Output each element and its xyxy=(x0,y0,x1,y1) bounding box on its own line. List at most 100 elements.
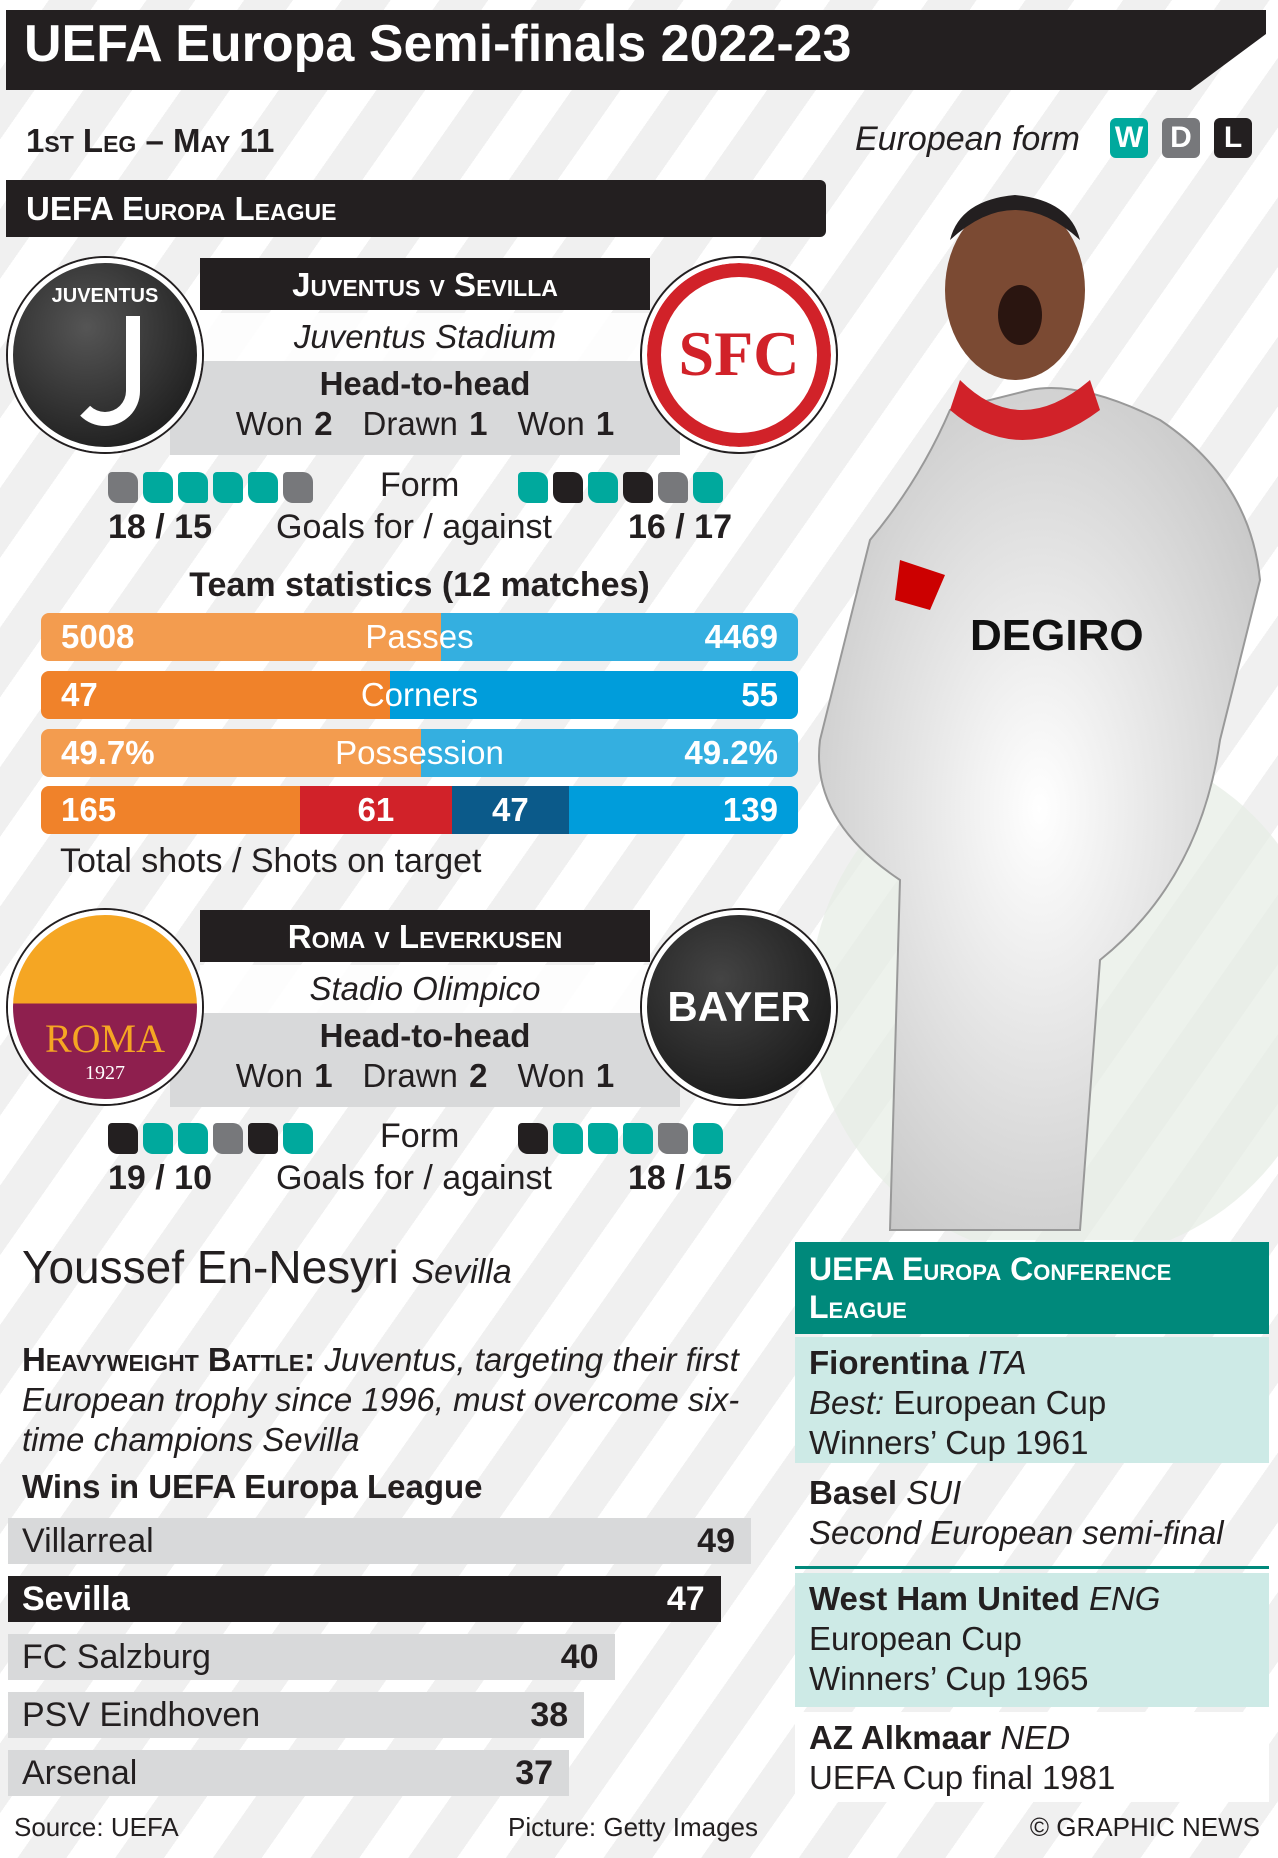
story-lead: Heavyweight Battle: xyxy=(22,1341,316,1378)
venue: Juventus Stadium xyxy=(200,313,650,361)
drawn: 1 xyxy=(469,405,488,442)
form-result-L xyxy=(518,1123,548,1154)
conference-team: AZ Alkmaar NED UEFA Cup final 1981 xyxy=(795,1712,1269,1802)
note: UEFA Cup final 1981 xyxy=(809,1759,1116,1796)
league-bar xyxy=(6,180,826,237)
form-label: Form xyxy=(380,1117,460,1155)
form-key-win: W xyxy=(1110,118,1148,158)
stat-label: Possession xyxy=(335,734,504,771)
picture-credit: Picture: Getty Images xyxy=(508,1812,758,1842)
form-label: Form xyxy=(380,466,460,504)
match-title: Roma v Leverkusen xyxy=(287,918,563,955)
value: 139 xyxy=(722,791,778,828)
won-label: Won xyxy=(235,1057,304,1094)
form-result-W xyxy=(283,1123,313,1154)
country: ENG xyxy=(1088,1580,1161,1617)
note: Winners’ Cup 1961 xyxy=(809,1424,1089,1461)
wins-row: FC Salzburg 40 xyxy=(8,1634,615,1680)
logo-text: ROMA xyxy=(44,1016,166,1061)
shirt-sponsor: DEGIRO xyxy=(970,611,1144,660)
away-value: 49.2% xyxy=(684,734,778,771)
note: Winners’ Cup 1965 xyxy=(809,1660,1089,1697)
story: Heavyweight Battle: Juventus, targeting … xyxy=(22,1340,742,1460)
form-result-L xyxy=(248,1123,278,1154)
divider xyxy=(795,1566,1269,1569)
drawn-label: Drawn xyxy=(362,1057,458,1094)
logo-text: JUVENTUS xyxy=(51,285,159,307)
form-key-loss: L xyxy=(1214,118,1252,158)
value: 165 xyxy=(61,791,117,828)
form-result-L xyxy=(108,1123,138,1154)
away-segment xyxy=(389,671,798,719)
stat-label: Corners xyxy=(360,676,479,713)
away-total-shots: 139 xyxy=(568,786,798,834)
won-label: Won xyxy=(517,1057,585,1094)
team: Villarreal xyxy=(22,1522,154,1560)
home-segment xyxy=(41,729,422,777)
away-segment xyxy=(421,729,798,777)
conference-team: West Ham United ENG European Cup Winners… xyxy=(795,1573,1269,1707)
form-result-D xyxy=(658,1123,688,1154)
club: Sevilla xyxy=(411,1253,512,1291)
won-label: Won xyxy=(235,405,304,442)
juventus-logo: JUVENTUS xyxy=(8,258,202,452)
wins-title: Wins in UEFA Europa League xyxy=(22,1468,483,1505)
home-form xyxy=(108,472,313,503)
home-value: 49.7% xyxy=(61,734,155,771)
conference-team: Basel SUI Second European semi-final xyxy=(795,1467,1269,1559)
value: 47 xyxy=(492,791,529,828)
home-segment xyxy=(41,613,442,661)
country: NED xyxy=(1000,1719,1071,1756)
home-form xyxy=(108,1123,313,1154)
match-header xyxy=(200,258,650,310)
team: Sevilla xyxy=(22,1580,130,1618)
form-result-D xyxy=(213,1123,243,1154)
away-form xyxy=(518,472,723,503)
stat-label: Passes xyxy=(365,618,474,655)
wins-value: 37 xyxy=(515,1754,554,1792)
head-to-head: Head-to-head Won 2 Drawn 1 Won 1 xyxy=(170,361,680,455)
home-segment xyxy=(41,671,390,719)
form-result-W xyxy=(518,472,548,503)
team-name: West Ham United xyxy=(809,1580,1080,1617)
wins-row: Arsenal 37 xyxy=(8,1750,570,1796)
form-result-W xyxy=(553,1123,583,1154)
form-result-W xyxy=(143,1123,173,1154)
head-to-head: Head-to-head Won 1 Drawn 2 Won 1 xyxy=(170,1013,680,1107)
logo-text: BAYER xyxy=(667,983,811,1030)
value: 61 xyxy=(357,791,395,828)
team: PSV Eindhoven xyxy=(22,1696,261,1734)
form-result-W xyxy=(588,1123,618,1154)
note: European Cup xyxy=(893,1384,1107,1421)
form-result-W xyxy=(143,472,173,503)
form-result-W xyxy=(623,1123,653,1154)
stats-title: Team statistics (12 matches) xyxy=(189,566,650,604)
home-goals: 18 / 15 xyxy=(108,508,212,546)
goals-label: Goals for / against xyxy=(276,1159,552,1197)
player-name: Youssef En-Nesyri Sevilla xyxy=(22,1240,512,1294)
form-result-D xyxy=(108,472,138,503)
note-lead: Best: xyxy=(809,1384,885,1421)
match-title: Juventus v Sevilla xyxy=(292,266,558,303)
h2h-title: Head-to-head xyxy=(319,1017,531,1054)
form-result-W xyxy=(693,472,723,503)
venue: Stadio Olimpico xyxy=(200,965,650,1013)
form-result-W xyxy=(248,472,278,503)
country: ITA xyxy=(977,1344,1027,1381)
sevilla-logo: SFC xyxy=(642,258,836,452)
home-goals: 19 / 10 xyxy=(108,1159,212,1197)
form-result-L xyxy=(623,472,653,503)
form-result-D xyxy=(283,472,313,503)
wins-value: 47 xyxy=(666,1580,705,1618)
away-value: 4469 xyxy=(704,618,778,655)
title-bar xyxy=(6,10,1266,90)
form-result-W xyxy=(178,1123,208,1154)
player-photo: DEGIRO xyxy=(810,195,1278,1240)
form-key-draw: D xyxy=(1162,118,1200,158)
wins-row: PSV Eindhoven 38 xyxy=(8,1692,585,1738)
home-shots-on-target: 61 xyxy=(299,786,452,834)
form-result-D xyxy=(658,472,688,503)
shots-bar: 165 61 47 139 xyxy=(41,786,798,834)
logo-text: SFC xyxy=(678,318,800,389)
wins-value: 49 xyxy=(697,1522,735,1560)
